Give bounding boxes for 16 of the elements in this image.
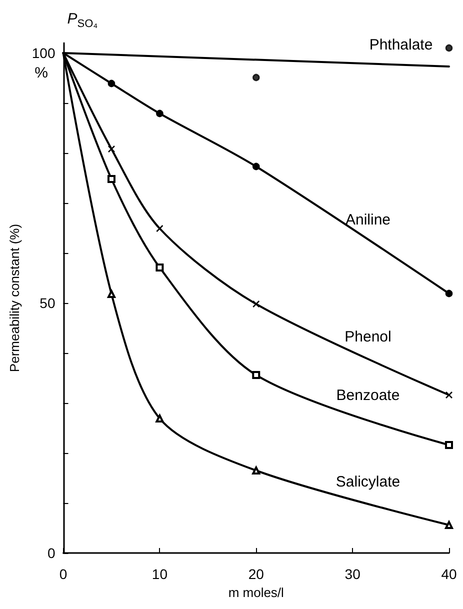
series-label: Phenol xyxy=(344,328,392,346)
x-tick-label: 30 xyxy=(344,566,361,582)
y-tick-label: 0 xyxy=(47,545,56,561)
x-tick-label: 40 xyxy=(441,566,457,582)
y-tick-label: 100 xyxy=(32,45,56,61)
text: % xyxy=(34,64,48,82)
x-tick-label: 10 xyxy=(152,566,168,582)
x-tick-label: 0 xyxy=(59,566,68,582)
x-tick-label: 20 xyxy=(248,566,264,582)
series-label: Phthalate xyxy=(369,36,433,54)
y-tick-label: 50 xyxy=(40,295,56,311)
series-label: Aniline xyxy=(345,212,391,229)
series-label: Salicylate xyxy=(336,474,400,491)
series-label: Benzoate xyxy=(336,387,400,404)
y-axis-title: Permeability constant (%) xyxy=(7,224,22,372)
x-axis-title: m moles/l xyxy=(228,584,284,600)
